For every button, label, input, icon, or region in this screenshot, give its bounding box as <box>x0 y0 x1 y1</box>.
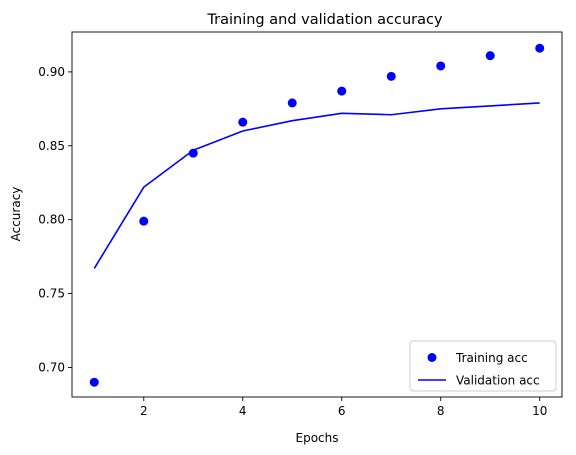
plot-background <box>72 32 562 397</box>
data-point-training <box>337 86 347 96</box>
y-axis-label: Accuracy <box>9 187 23 242</box>
y-tick-label: 0.75 <box>38 287 65 301</box>
y-tick-label: 0.85 <box>38 139 65 153</box>
x-tick-label: 10 <box>532 404 547 418</box>
plot-frame <box>71 31 563 398</box>
x-axis: 2 4 6 8 10 <box>140 397 547 418</box>
legend-label-validation: Validation acc <box>456 374 540 388</box>
data-point-training <box>535 43 545 53</box>
y-axis: 0.70 0.75 0.80 0.85 0.90 <box>38 65 72 374</box>
data-point-training <box>139 216 149 226</box>
series-line-validation <box>93 102 540 269</box>
legend-label-training: Training acc <box>455 351 528 365</box>
x-tick-label: 6 <box>338 404 346 418</box>
plot-area <box>71 31 563 398</box>
data-point-training <box>485 51 495 61</box>
x-tick-label: 2 <box>140 404 148 418</box>
data-point-training <box>287 98 297 108</box>
data-point-training <box>238 117 248 127</box>
x-tick-label: 8 <box>437 404 445 418</box>
data-point-training <box>436 61 446 71</box>
series-layer <box>89 43 545 387</box>
chart-title: Training and validation accuracy <box>206 12 443 28</box>
legend-box <box>409 340 557 392</box>
y-tick-label: 0.80 <box>38 213 65 227</box>
x-axis-label: Epochs <box>296 431 339 445</box>
y-tick-label: 0.70 <box>38 360 65 374</box>
legend: Training acc Validation acc <box>409 340 557 392</box>
data-point-training <box>89 377 99 387</box>
legend-marker-training <box>427 353 437 362</box>
data-point-training <box>386 71 396 81</box>
x-tick-label: 4 <box>239 404 247 418</box>
y-tick-label: 0.90 <box>38 65 65 79</box>
